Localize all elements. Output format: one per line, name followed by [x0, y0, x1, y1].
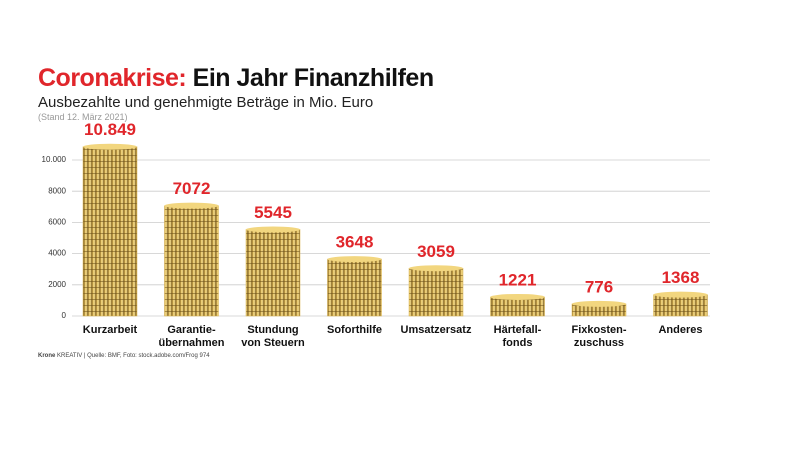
bar [327, 258, 382, 317]
bar [245, 229, 301, 317]
y-tick-label: 10.000 [42, 155, 67, 164]
value-label: 3059 [417, 242, 455, 261]
x-tick-label: Fixkosten- zuschuss [571, 324, 627, 349]
source-brand: Krone [38, 353, 56, 359]
y-tick-label: 6000 [48, 218, 66, 227]
x-tick-label: Kurzarbeit [82, 324, 138, 336]
value-label: 7072 [173, 179, 211, 198]
value-label: 5545 [254, 203, 292, 222]
x-tick-label: Härtefall- fonds [493, 324, 542, 349]
value-label: 1221 [499, 270, 537, 289]
y-tick-label: 8000 [48, 186, 66, 195]
x-tick-label: Stundung von Steuern [241, 324, 305, 349]
x-tick-label: Umsatzersatz [400, 324, 472, 336]
source-row: Krone KREATIV | Quelle: BMF, Foto: stock… [38, 353, 210, 359]
coin-top [164, 202, 219, 209]
x-tick-label: Soforthilfe [327, 324, 382, 336]
y-tick-label: 4000 [48, 249, 66, 258]
coin-top [572, 300, 626, 307]
coin-top [653, 291, 708, 298]
x-tick-label: Anderes [658, 324, 703, 336]
x-tick-label: Garantie- übernahmen [158, 324, 225, 349]
value-label: 10.849 [84, 120, 136, 139]
coin-top [409, 265, 463, 272]
value-label: 3648 [336, 233, 374, 252]
bar [164, 205, 219, 317]
title-row: Coronakrise: Ein Jahr Finanzhilfen [38, 64, 434, 93]
coin-top [83, 143, 137, 150]
coin-top [490, 293, 545, 300]
subtitle: Ausbezahlte und genehmigte Beträge in Mi… [38, 94, 374, 111]
value-label: 776 [585, 277, 613, 296]
bar [82, 146, 138, 317]
chart-title: Ein Jahr Finanzhilfen [192, 64, 434, 92]
source: KREATIV | Quelle: BMF, Foto: stock.adobe… [57, 353, 210, 359]
value-label: 1368 [662, 268, 700, 287]
bar [653, 294, 708, 317]
bar [408, 268, 464, 317]
title-prefix: Coronakrise: [38, 64, 187, 92]
y-tick-label: 0 [62, 311, 67, 320]
note: (Stand 12. März 2021) [38, 112, 128, 122]
coin-top [246, 226, 300, 233]
y-tick-label: 2000 [48, 280, 66, 289]
coin-top [327, 256, 382, 263]
